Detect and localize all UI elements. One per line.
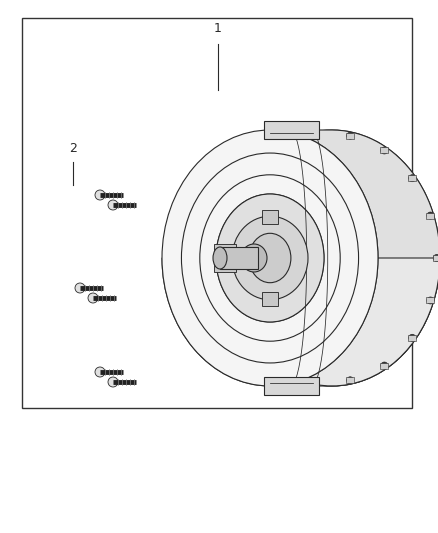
Ellipse shape bbox=[249, 233, 291, 282]
Text: 1: 1 bbox=[214, 21, 222, 35]
Ellipse shape bbox=[216, 194, 324, 322]
Bar bbox=[22, 18, 412, 408]
Bar bbox=[380, 362, 389, 368]
Bar bbox=[346, 377, 354, 383]
Ellipse shape bbox=[213, 247, 227, 269]
Bar bbox=[408, 335, 416, 341]
Bar bbox=[380, 148, 389, 154]
Bar bbox=[214, 244, 236, 254]
Bar bbox=[346, 133, 354, 139]
Bar bbox=[427, 213, 434, 219]
Circle shape bbox=[95, 190, 105, 200]
Circle shape bbox=[347, 377, 354, 384]
Ellipse shape bbox=[162, 130, 378, 386]
Text: 2: 2 bbox=[69, 141, 77, 155]
Circle shape bbox=[427, 297, 434, 304]
Ellipse shape bbox=[232, 216, 308, 300]
Circle shape bbox=[427, 212, 434, 219]
Bar bbox=[408, 175, 416, 181]
Bar bbox=[427, 297, 434, 303]
Bar bbox=[262, 292, 278, 306]
Circle shape bbox=[381, 362, 388, 369]
Circle shape bbox=[409, 334, 416, 341]
Ellipse shape bbox=[224, 130, 438, 386]
Bar bbox=[262, 210, 278, 224]
Circle shape bbox=[108, 200, 118, 210]
Circle shape bbox=[433, 254, 438, 262]
Bar bbox=[214, 262, 236, 272]
Circle shape bbox=[108, 377, 118, 387]
Polygon shape bbox=[270, 130, 438, 386]
Bar bbox=[264, 377, 319, 395]
Circle shape bbox=[88, 293, 98, 303]
Ellipse shape bbox=[241, 244, 267, 272]
Bar bbox=[433, 255, 438, 261]
Circle shape bbox=[75, 283, 85, 293]
Circle shape bbox=[409, 175, 416, 182]
Bar bbox=[264, 121, 319, 139]
Circle shape bbox=[95, 367, 105, 377]
Circle shape bbox=[381, 147, 388, 154]
Polygon shape bbox=[162, 258, 438, 386]
Circle shape bbox=[347, 132, 354, 139]
Bar bbox=[220, 247, 258, 269]
